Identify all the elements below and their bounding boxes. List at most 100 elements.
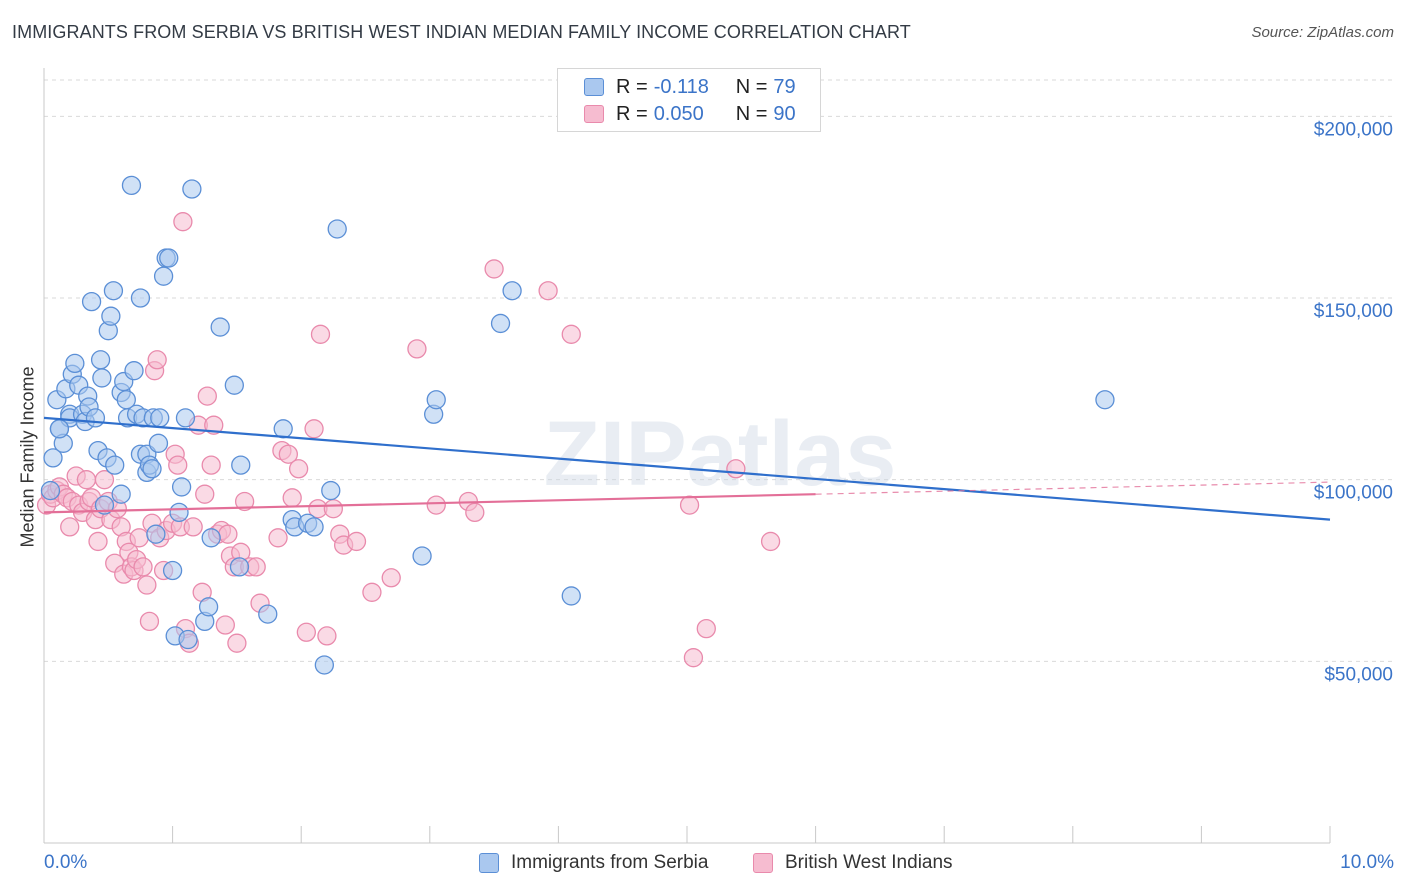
data-point	[246, 557, 266, 577]
data-point	[133, 557, 153, 577]
data-point	[162, 560, 183, 581]
data-point	[258, 604, 278, 624]
data-point	[231, 455, 251, 475]
data-point	[178, 629, 198, 650]
data-point	[195, 484, 215, 504]
data-point	[81, 291, 102, 312]
data-point	[278, 444, 298, 464]
data-point	[327, 219, 347, 239]
bottom-legend-swatch-serbia	[479, 853, 499, 873]
axes	[43, 68, 1331, 844]
data-point	[197, 386, 217, 406]
legend-r-label: R =	[616, 102, 648, 125]
legend-r-label: R =	[616, 75, 648, 98]
y-tick-label: $50,000	[1324, 664, 1393, 685]
data-point	[153, 266, 174, 286]
data-point	[696, 618, 716, 639]
trend-line-bwi-extension	[815, 481, 1331, 495]
data-point	[234, 491, 255, 512]
data-point	[679, 495, 700, 515]
data-point	[43, 448, 63, 468]
data-point	[76, 470, 97, 490]
data-point	[147, 350, 167, 370]
data-point	[760, 531, 781, 552]
chart-title: IMMIGRANTS FROM SERBIA VS BRITISH WEST I…	[12, 22, 911, 42]
data-point	[92, 368, 112, 388]
data-point	[465, 502, 485, 523]
data-point	[49, 419, 70, 439]
data-point	[105, 455, 125, 475]
data-point	[323, 499, 344, 519]
legend-r-value: 0.050	[653, 102, 704, 125]
data-point	[296, 622, 316, 642]
data-point	[130, 288, 151, 308]
data-point	[412, 546, 432, 566]
data-point	[381, 568, 401, 588]
trend-lines	[43, 416, 1331, 521]
y-tick-label: $150,000	[1314, 301, 1393, 322]
data-point	[426, 495, 446, 515]
data-point	[310, 324, 331, 344]
data-point	[146, 524, 166, 544]
data-point	[85, 408, 106, 428]
data-point	[171, 477, 192, 497]
data-point	[94, 495, 115, 515]
data-point	[90, 350, 111, 370]
data-point	[484, 259, 504, 279]
data-point	[183, 517, 203, 537]
data-point	[129, 528, 149, 548]
y-tick-label: $100,000	[1314, 483, 1393, 504]
legend-swatch-serbia	[584, 78, 604, 96]
data-point	[218, 524, 238, 544]
data-point	[346, 531, 367, 552]
data-point	[273, 419, 293, 439]
legend-swatch-bwi	[584, 105, 604, 123]
data-point	[148, 433, 169, 453]
data-point	[321, 480, 341, 501]
bottom-legend-serbia: Immigrants from Serbia	[479, 852, 708, 874]
data-point	[229, 557, 250, 577]
data-point	[103, 281, 124, 301]
data-point	[726, 459, 746, 479]
data-point	[210, 317, 230, 337]
data-point	[561, 324, 581, 344]
data-point	[175, 408, 196, 428]
correlation-legend: R = -0.118 N = 79 R = 0.050 N = 90	[557, 68, 821, 132]
bottom-legend-label-bwi: British West Indians	[785, 852, 953, 873]
data-point	[288, 459, 309, 479]
data-point	[111, 484, 131, 504]
data-point	[198, 597, 219, 617]
data-point	[40, 480, 61, 501]
data-point	[314, 655, 334, 675]
trend-line-serbia	[43, 416, 1331, 521]
x-tick-label-max: 10.0%	[1340, 852, 1394, 873]
legend-n-label: N =	[735, 102, 768, 125]
data-point	[561, 586, 581, 606]
legend-n-value: 90	[773, 102, 796, 125]
data-point	[168, 455, 188, 475]
data-point	[65, 353, 85, 374]
data-point	[150, 408, 170, 428]
data-point	[538, 281, 558, 301]
legend-n-value: 79	[773, 75, 796, 98]
y-axis-label: Median Family Income	[17, 366, 38, 548]
watermark: ZIPatlas	[544, 403, 897, 505]
data-point	[124, 361, 144, 381]
data-point	[173, 212, 193, 232]
data-point	[268, 528, 288, 548]
data-point	[204, 415, 224, 435]
data-point	[362, 582, 382, 602]
data-point	[159, 248, 179, 268]
data-point	[182, 179, 202, 199]
data-point	[88, 531, 108, 552]
data-point	[94, 470, 115, 490]
data-point	[502, 281, 522, 301]
data-point	[139, 611, 160, 632]
data-point	[227, 633, 247, 653]
y-axis-ticks: $50,000 $100,000 $150,000 $200,000	[1314, 119, 1393, 685]
source-note: Source: ZipAtlas.com	[1251, 24, 1394, 41]
data-point	[282, 488, 302, 508]
data-point	[121, 175, 142, 196]
data-point	[215, 615, 235, 635]
